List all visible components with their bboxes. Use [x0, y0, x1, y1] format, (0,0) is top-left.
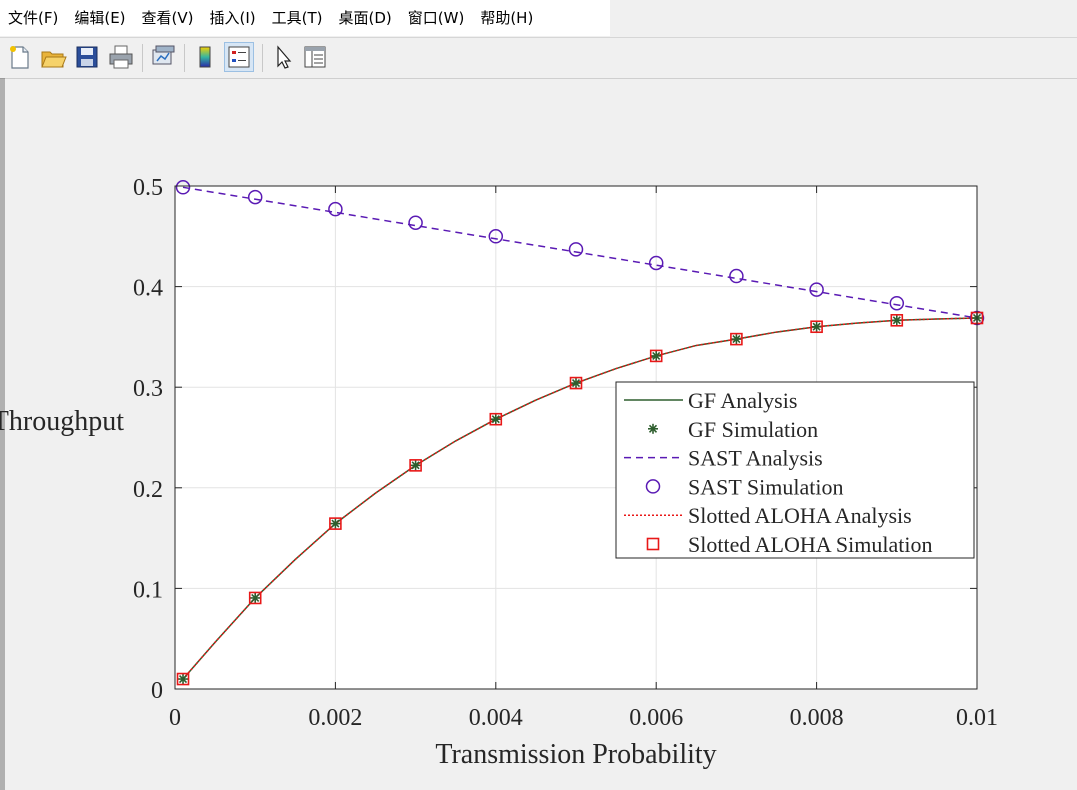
data-point	[328, 201, 343, 217]
open-file-button[interactable]	[38, 42, 68, 72]
series-markers-5	[176, 311, 984, 686]
toolbar-separator	[184, 44, 185, 72]
property-inspector-icon	[304, 46, 326, 68]
save-icon	[76, 46, 98, 68]
print-icon	[109, 45, 133, 69]
y-tick-label: 0.4	[133, 276, 163, 302]
menu-item-3[interactable]: 插入(I)	[209, 9, 256, 27]
data-point	[730, 332, 743, 346]
select-cursor-button[interactable]	[268, 42, 298, 72]
toolbar-separator	[142, 44, 143, 72]
legend: GF Analysis GF Simulation SAST Analysis SAS…	[615, 381, 975, 559]
menu-item-0[interactable]: 文件(F)	[8, 9, 59, 27]
data-point	[810, 320, 823, 334]
menu-item-5[interactable]: 桌面(D)	[338, 9, 392, 27]
legend-label: Slotted ALOHA Analysis	[688, 503, 912, 528]
data-point	[408, 215, 423, 230]
legend-label: SAST Simulation	[688, 474, 843, 499]
colorbar-button[interactable]	[190, 42, 220, 72]
legend-label: GF Simulation	[688, 417, 818, 442]
data-point	[571, 378, 581, 389]
data-point	[809, 282, 824, 297]
data-point	[410, 460, 421, 471]
save-button[interactable]	[72, 42, 102, 72]
menu-item-7[interactable]: 帮助(H)	[480, 9, 534, 27]
y-tick-label: 0.5	[133, 175, 163, 201]
legend-item: GF Simulation	[648, 417, 818, 442]
data-point	[651, 350, 662, 361]
data-point	[890, 314, 904, 327]
data-point	[409, 459, 422, 472]
data-point	[891, 315, 902, 326]
data-point	[248, 591, 262, 605]
y-tick-label: 0.3	[133, 376, 163, 402]
data-point	[176, 672, 190, 686]
figure-toolbar	[0, 37, 1077, 79]
data-point	[569, 376, 583, 390]
x-tick-label: 0.008	[790, 705, 844, 731]
legend-button[interactable]	[224, 42, 254, 72]
legend-item: SAST Analysis	[624, 446, 823, 471]
x-tick-label: 0.004	[469, 705, 523, 731]
data-point	[329, 517, 342, 530]
x-tick-label: 0	[169, 705, 181, 731]
data-point	[648, 255, 664, 271]
y-tick-label: 0	[151, 678, 163, 704]
legend-item: GF Analysis	[624, 388, 797, 413]
window-edge	[0, 78, 5, 790]
y-axis-label: Throughput	[0, 406, 124, 437]
open-file-icon	[41, 51, 67, 68]
new-figure-icon	[10, 46, 29, 69]
new-figure-button[interactable]	[4, 42, 34, 72]
legend-label: SAST Analysis	[688, 446, 823, 471]
property-inspector-button[interactable]	[300, 42, 330, 72]
data-point	[490, 414, 501, 425]
x-tick-label: 0.01	[956, 705, 998, 731]
data-point	[811, 321, 822, 332]
data-point	[889, 295, 905, 311]
legend-marker	[648, 423, 658, 434]
data-point	[330, 518, 341, 529]
menu-bar-filler	[610, 0, 1077, 36]
legend-marker	[645, 479, 661, 494]
menu-item-4[interactable]: 工具(T)	[271, 9, 323, 27]
data-point	[178, 674, 189, 685]
data-point	[250, 592, 261, 603]
data-point	[568, 242, 584, 257]
legend-box	[615, 381, 975, 559]
data-point	[489, 412, 503, 426]
x-tick-label: 0.002	[308, 705, 362, 731]
colorbar-icon	[199, 46, 211, 68]
x-axis-label: Transmission Probability	[435, 739, 716, 770]
x-tick-label: 0.006	[629, 705, 683, 731]
data-point	[247, 189, 263, 205]
data-point	[731, 334, 742, 345]
print-button[interactable]	[106, 42, 136, 72]
legend-marker	[646, 537, 660, 551]
menu-item-1[interactable]: 编辑(E)	[74, 9, 126, 27]
legend-item: SAST Simulation	[645, 474, 843, 499]
legend-item: Slotted ALOHA Analysis	[624, 503, 912, 528]
data-point	[175, 180, 191, 195]
legend-icon	[228, 46, 250, 68]
y-tick-label: 0.2	[133, 477, 163, 503]
toolbar-separator	[262, 44, 263, 72]
data-point	[729, 268, 744, 284]
select-cursor-icon	[277, 45, 292, 69]
data-point	[649, 349, 663, 363]
y-tick-label: 0.1	[133, 577, 163, 603]
axes-box	[174, 185, 978, 690]
link-plot-icon	[152, 45, 175, 65]
legend-label: Slotted ALOHA Simulation	[688, 532, 932, 557]
series-line-2	[182, 186, 978, 319]
data-point	[488, 229, 504, 244]
menu-bar: 文件(F) 编辑(E) 查看(V) 插入(I) 工具(T) 桌面(D) 窗口(W) 帮助(H)	[0, 0, 610, 36]
menu-item-6[interactable]: 窗口(W)	[407, 9, 465, 27]
legend-label: GF Analysis	[688, 388, 797, 413]
link-plot-button[interactable]	[148, 42, 178, 72]
menu-item-2[interactable]: 查看(V)	[141, 9, 194, 27]
legend-item: Slotted ALOHA Simulation	[646, 532, 932, 557]
